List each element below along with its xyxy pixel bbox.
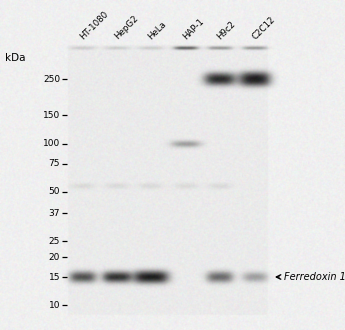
Text: 20: 20 (49, 252, 60, 261)
Text: HeLa: HeLa (147, 19, 168, 41)
Text: 10: 10 (49, 301, 60, 310)
Text: C2C12: C2C12 (250, 15, 277, 41)
Text: 50: 50 (49, 187, 60, 196)
Text: 15: 15 (49, 273, 60, 281)
Text: HT-1080: HT-1080 (79, 9, 110, 41)
Text: 150: 150 (43, 111, 60, 119)
Text: 25: 25 (49, 237, 60, 246)
Text: 250: 250 (43, 75, 60, 83)
Text: HepG2: HepG2 (112, 14, 140, 41)
Text: kDa: kDa (5, 53, 26, 63)
Text: HAP-1: HAP-1 (181, 16, 206, 41)
Text: 75: 75 (49, 159, 60, 169)
Text: Ferredoxin 1: Ferredoxin 1 (284, 272, 345, 282)
Text: 37: 37 (49, 209, 60, 217)
Text: 100: 100 (43, 140, 60, 148)
Text: H9c2: H9c2 (216, 19, 238, 41)
